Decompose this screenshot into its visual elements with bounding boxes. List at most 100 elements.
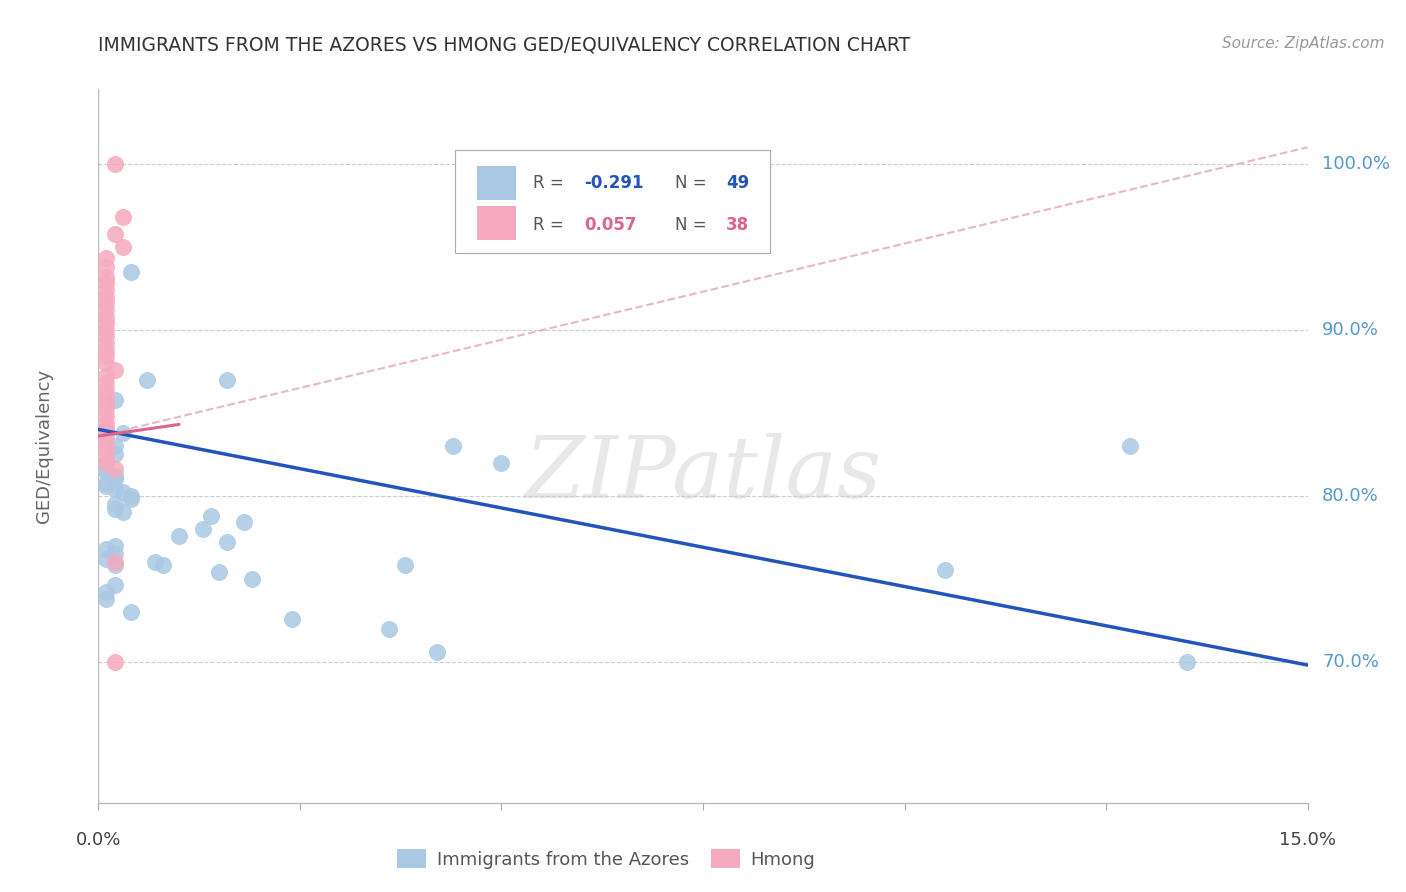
Point	[103, 578, 125, 592]
Point	[111, 425, 134, 440]
Point	[96, 442, 118, 457]
Point	[217, 535, 239, 549]
Point	[200, 508, 222, 523]
Text: R =: R =	[533, 216, 564, 234]
Point	[96, 336, 118, 351]
Point	[96, 435, 118, 450]
Text: 38: 38	[725, 216, 749, 234]
Point	[281, 611, 304, 625]
Point	[120, 605, 142, 619]
Point	[96, 316, 118, 330]
FancyBboxPatch shape	[456, 150, 769, 253]
Point	[96, 252, 118, 266]
Point	[152, 558, 174, 573]
Point	[96, 591, 118, 606]
Text: 90.0%: 90.0%	[1322, 321, 1379, 339]
Point	[111, 240, 134, 254]
Text: R =: R =	[533, 175, 564, 193]
Point	[103, 655, 125, 669]
Point	[232, 516, 254, 530]
Text: GED/Equivalency: GED/Equivalency	[35, 369, 53, 523]
Point	[103, 362, 125, 376]
Text: N =: N =	[675, 175, 707, 193]
Point	[96, 429, 118, 443]
Point	[217, 373, 239, 387]
Point	[96, 269, 118, 284]
Point	[96, 356, 118, 370]
Point	[96, 329, 118, 343]
Point	[96, 376, 118, 390]
Point	[167, 528, 190, 542]
Point	[96, 383, 118, 397]
Point	[441, 439, 464, 453]
Bar	[477, 206, 516, 241]
Point	[103, 482, 125, 496]
Point	[103, 539, 125, 553]
Point	[120, 265, 142, 279]
Point	[96, 456, 118, 470]
Point	[96, 402, 118, 417]
Point	[426, 645, 449, 659]
Point	[103, 392, 125, 407]
Text: ZIPatlas: ZIPatlas	[524, 434, 882, 516]
Point	[103, 227, 125, 241]
Text: N =: N =	[675, 216, 707, 234]
Text: Source: ZipAtlas.com: Source: ZipAtlas.com	[1222, 36, 1385, 51]
Point	[96, 475, 118, 490]
Bar	[477, 166, 516, 200]
Text: 49: 49	[725, 175, 749, 193]
Point	[96, 396, 118, 410]
Point	[394, 558, 416, 573]
Point	[103, 468, 125, 483]
Point	[193, 522, 215, 536]
Point	[96, 449, 118, 463]
Point	[96, 369, 118, 384]
Text: 80.0%: 80.0%	[1322, 487, 1379, 505]
Point	[103, 157, 125, 171]
Text: 70.0%: 70.0%	[1322, 653, 1379, 671]
Point	[1119, 439, 1142, 453]
Point	[1175, 655, 1198, 669]
Point	[111, 485, 134, 500]
Point	[111, 210, 134, 224]
Point	[111, 505, 134, 519]
Point	[96, 350, 118, 364]
Point	[103, 547, 125, 561]
Point	[208, 565, 231, 579]
Point	[120, 492, 142, 507]
Point	[96, 260, 118, 274]
Text: 15.0%: 15.0%	[1279, 831, 1336, 849]
Point	[96, 422, 118, 436]
Text: -0.291: -0.291	[585, 175, 644, 193]
Point	[103, 439, 125, 453]
Text: 100.0%: 100.0%	[1322, 155, 1391, 173]
Point	[96, 541, 118, 556]
Point	[96, 422, 118, 436]
Point	[96, 464, 118, 478]
Point	[135, 373, 157, 387]
Point	[96, 277, 118, 291]
Point	[491, 456, 513, 470]
Point	[96, 552, 118, 566]
Point	[96, 343, 118, 357]
Point	[103, 462, 125, 476]
Point	[103, 447, 125, 461]
Point	[96, 323, 118, 337]
Point	[96, 409, 118, 424]
Point	[240, 572, 263, 586]
Point	[96, 310, 118, 324]
Point	[96, 479, 118, 493]
Point	[103, 502, 125, 516]
Point	[120, 489, 142, 503]
Point	[96, 416, 118, 430]
Text: 0.057: 0.057	[585, 216, 637, 234]
Text: 0.0%: 0.0%	[76, 831, 121, 849]
Point	[96, 290, 118, 304]
Point	[96, 464, 118, 478]
Point	[96, 389, 118, 403]
Point	[377, 622, 399, 636]
Point	[96, 283, 118, 297]
Point	[96, 302, 118, 317]
Point	[96, 585, 118, 599]
Point	[103, 558, 125, 573]
